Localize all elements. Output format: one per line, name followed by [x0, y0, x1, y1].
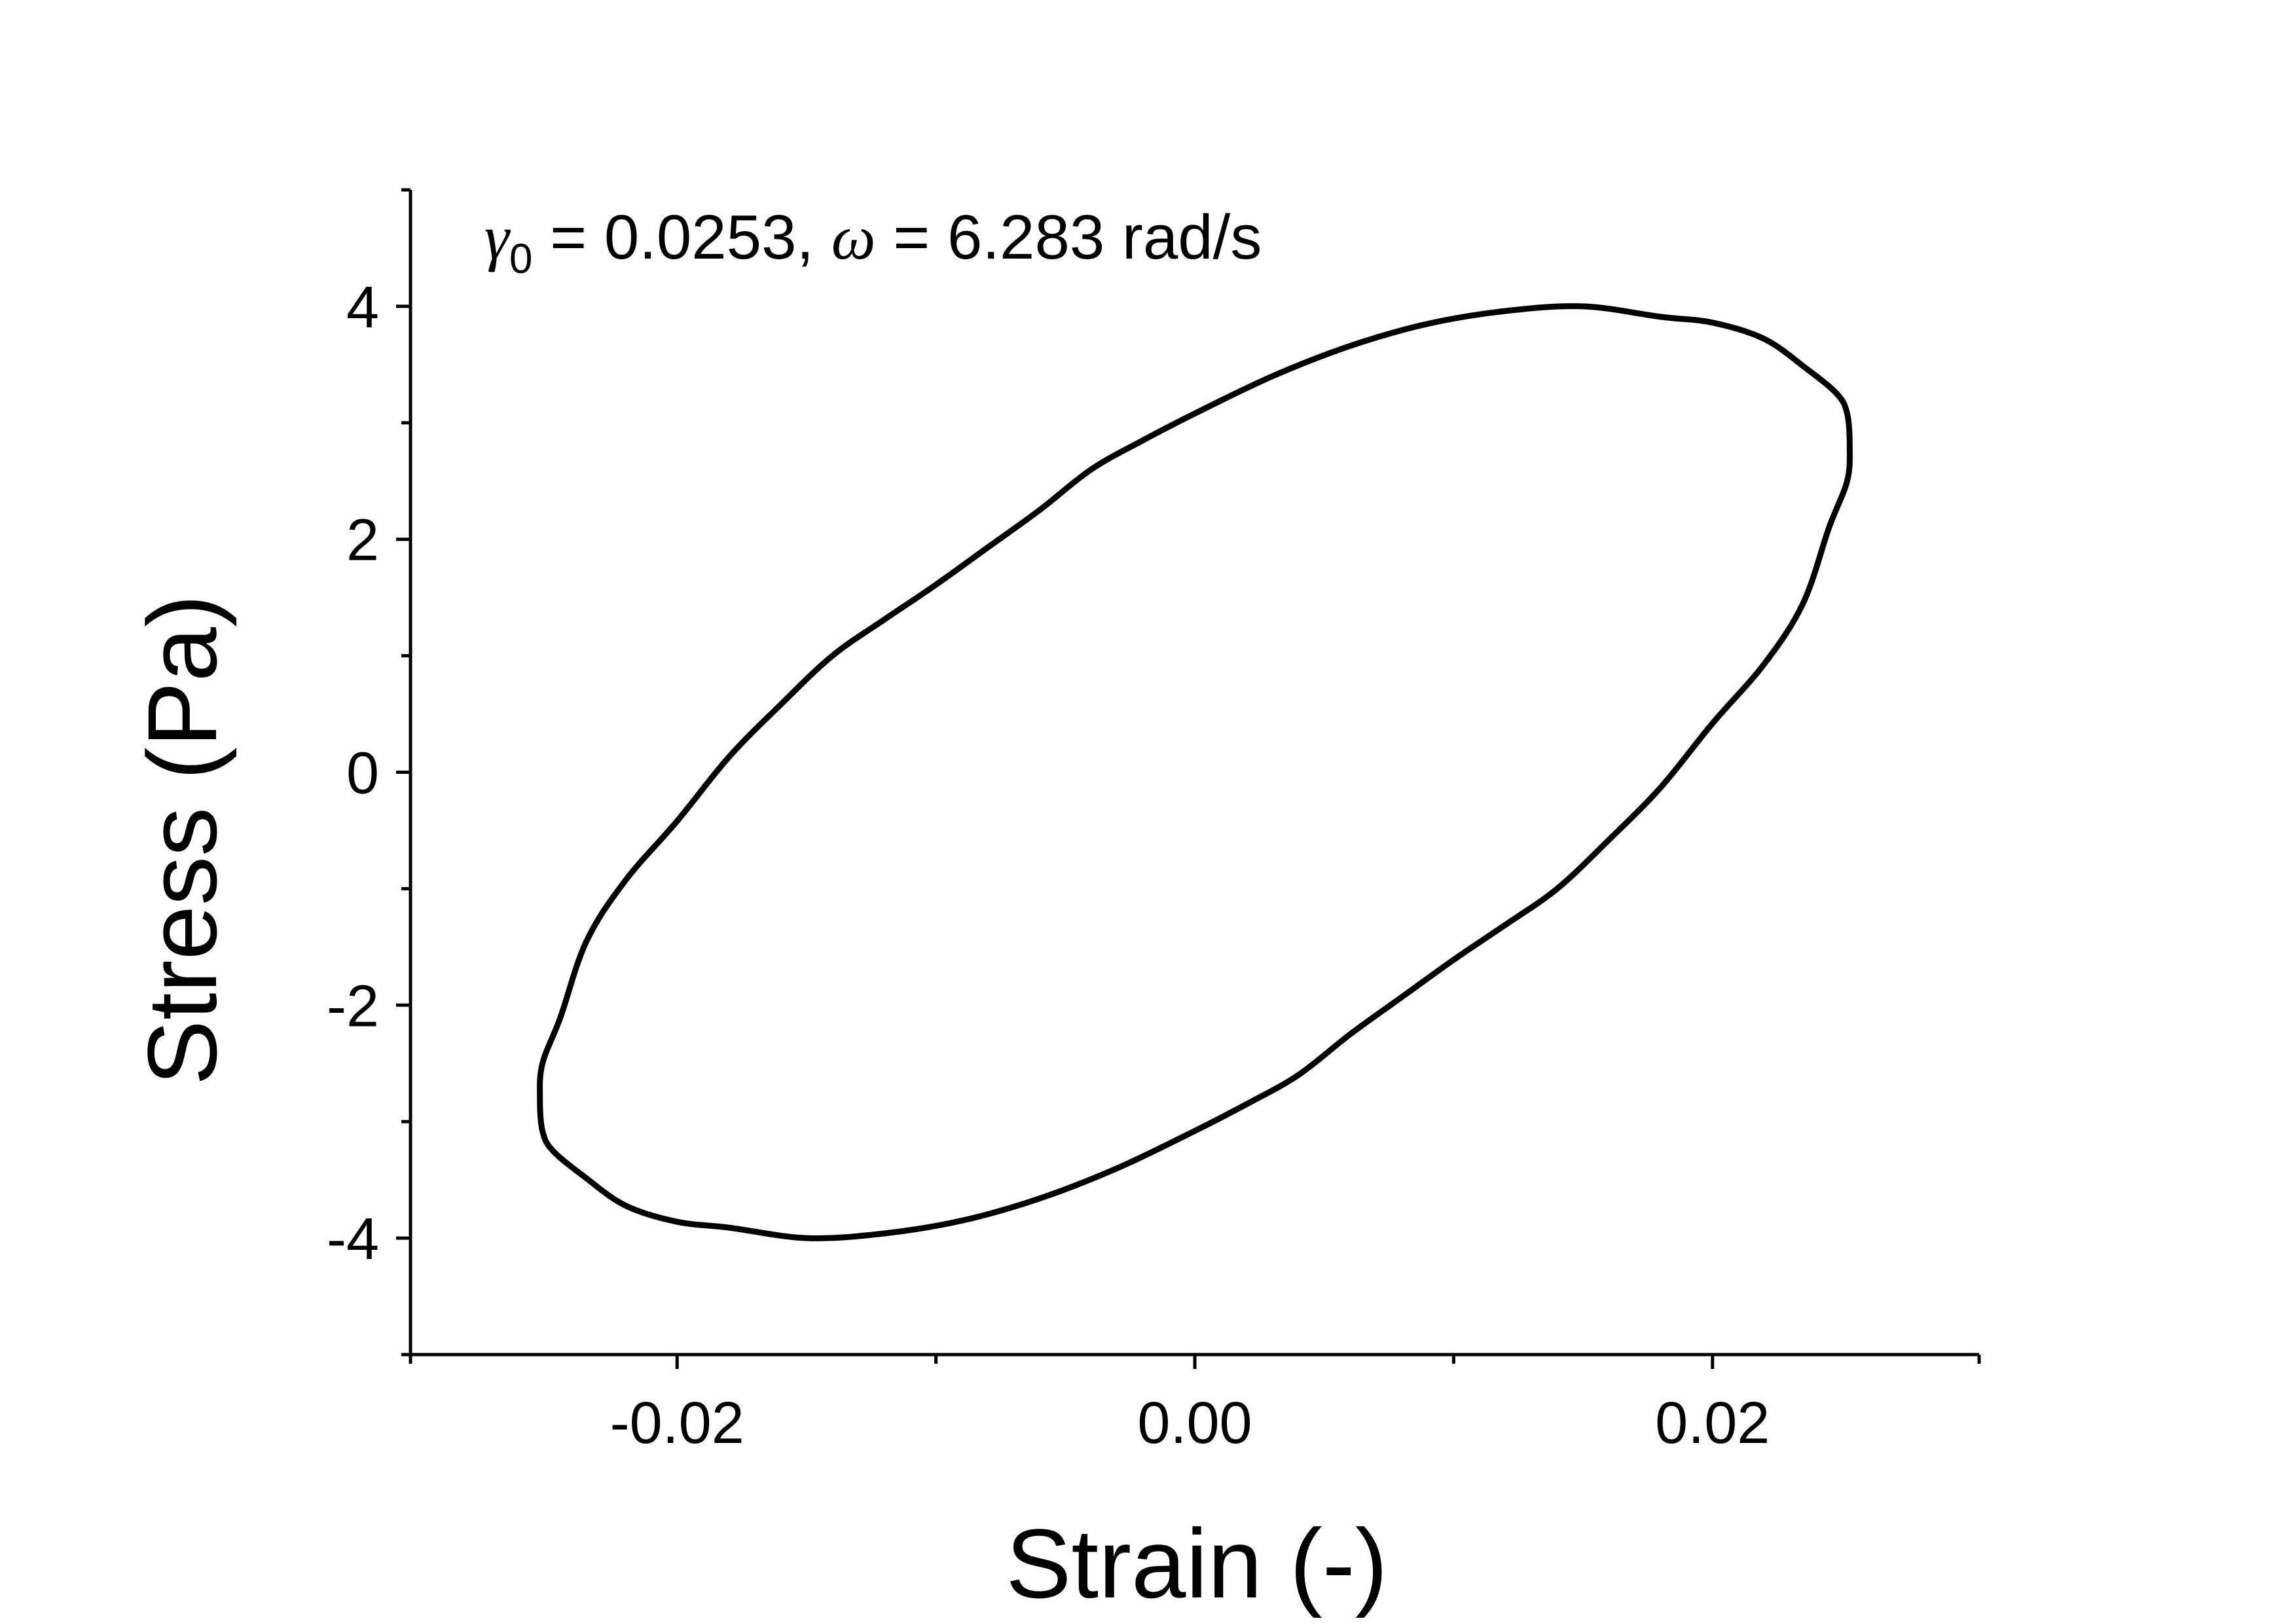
gamma-subscript: 0 — [509, 235, 533, 282]
stress-strain-loop — [537, 303, 1853, 1241]
gamma-value: = 0.0253, — [532, 202, 831, 272]
y-axis-title: Stress (Pa) — [127, 594, 237, 1085]
ticks — [396, 188, 1981, 1369]
y-tick-label: -2 — [327, 974, 379, 1039]
y-tick-label: 2 — [346, 508, 379, 574]
y-tick-label: 0 — [346, 741, 379, 807]
omega-value: = 6.283 rad/s — [876, 202, 1262, 272]
x-axis-title: Strain (-) — [1006, 1508, 1387, 1618]
gamma-symbol: γ — [484, 202, 511, 272]
x-tick-label: 0.00 — [1137, 1391, 1252, 1456]
omega-symbol: ω — [831, 202, 876, 272]
parameter-annotation: γ0 = 0.0253, ω = 6.283 rad/s — [484, 202, 1262, 282]
y-tick-label: 4 — [346, 275, 379, 340]
y-tick-label: -4 — [327, 1207, 379, 1272]
x-tick-label: 0.02 — [1655, 1391, 1770, 1456]
tick-labels: -0.02 0.00 0.02 -4 -2 0 2 4 — [327, 275, 1770, 1456]
x-tick-label: -0.02 — [610, 1391, 744, 1456]
axes — [408, 190, 1979, 1357]
